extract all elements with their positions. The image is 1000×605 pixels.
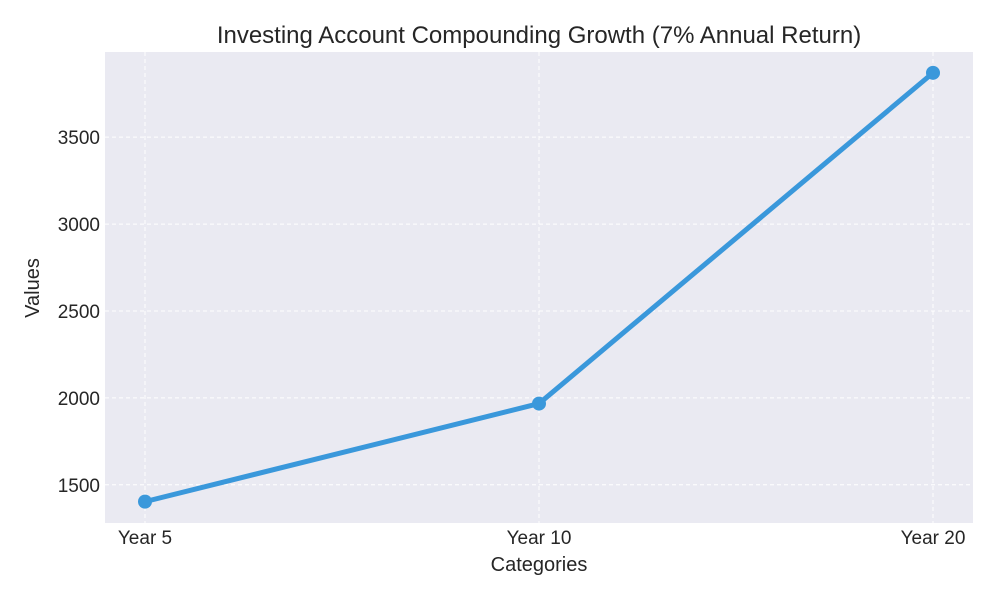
- y-tick-label: 3000: [58, 215, 100, 236]
- series-layer: [138, 65, 940, 509]
- x-tick-labels: Year 5 Year 10 Year 20: [118, 528, 966, 549]
- x-axis-label: Categories: [491, 554, 588, 576]
- y-tick-labels: 1500 2000 2500 3000 3500: [58, 128, 100, 497]
- y-axis-label: Values: [22, 258, 44, 318]
- y-tick-label: 2000: [58, 389, 100, 410]
- x-tick-label: Year 10: [507, 528, 572, 549]
- y-tick-label: 3500: [58, 128, 100, 149]
- x-tick-label: Year 20: [901, 528, 966, 549]
- y-tick-label: 1500: [58, 476, 100, 497]
- y-tick-label: 2500: [58, 302, 100, 323]
- data-point: [138, 494, 152, 509]
- data-point: [926, 65, 940, 80]
- data-point: [532, 396, 546, 411]
- chart-title: Investing Account Compounding Growth (7%…: [217, 22, 861, 49]
- x-tick-label: Year 5: [118, 528, 172, 549]
